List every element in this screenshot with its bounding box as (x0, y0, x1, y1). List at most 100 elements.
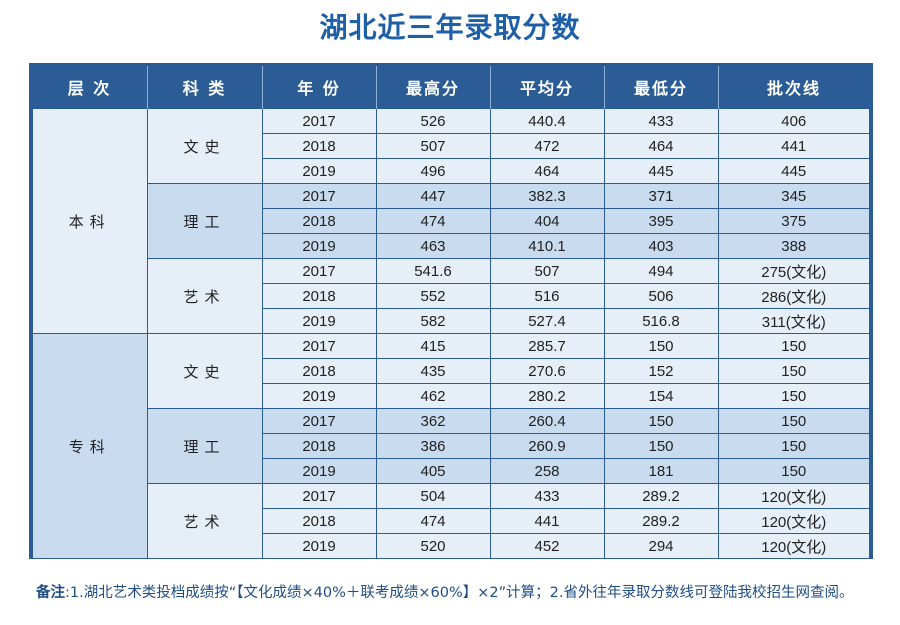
min-score-cell: 506 (603, 283, 719, 309)
year-cell: 2019 (261, 533, 377, 559)
batch-line-cell: 345 (717, 183, 870, 209)
subject-cell: 理工 (146, 183, 263, 259)
year-cell: 2019 (261, 308, 377, 334)
batch-line-cell: 388 (717, 233, 870, 259)
max-score-cell: 362 (375, 408, 491, 434)
table-row: 2018 474 441 289.2 120(文化) (33, 508, 870, 534)
min-score-cell: 445 (603, 158, 719, 184)
table-row: 专科 文史 2017 415 285.7 150 150 (32, 333, 870, 559)
min-score-cell: 433 (603, 108, 719, 134)
batch-line-cell: 120(文化) (717, 483, 870, 509)
year-cell: 2017 (261, 333, 377, 359)
max-score-cell: 474 (375, 208, 491, 234)
table-row: 2019 463 410.1 403 388 (33, 233, 870, 259)
batch-line-cell: 445 (717, 158, 870, 184)
year-cell: 2019 (261, 158, 377, 184)
max-score-cell: 507 (375, 133, 491, 159)
avg-score-cell: 280.2 (489, 383, 605, 409)
batch-line-cell: 150 (717, 433, 870, 459)
page-title: 湖北近三年录取分数 (319, 11, 581, 44)
max-score-cell: 474 (375, 508, 491, 534)
avg-score-cell: 260.9 (489, 433, 605, 459)
avg-score-cell: 452 (489, 533, 605, 559)
batch-line-cell: 275(文化) (717, 258, 870, 284)
year-cell: 2018 (261, 208, 377, 234)
max-score-cell: 520 (375, 533, 491, 559)
min-score-cell: 494 (603, 258, 719, 284)
year-cell: 2019 (261, 233, 377, 259)
min-score-cell: 371 (603, 183, 719, 209)
batch-line-cell: 150 (717, 458, 870, 484)
table-row: 本科 文史 2017 526 440.4 433 406 (32, 108, 870, 334)
batch-line-cell: 120(文化) (717, 533, 870, 559)
year-cell: 2017 (261, 108, 377, 134)
max-score-cell: 415 (375, 333, 491, 359)
avg-score-cell: 260.4 (489, 408, 605, 434)
avg-score-cell: 440.4 (489, 108, 605, 134)
avg-score-cell: 285.7 (489, 333, 605, 359)
batch-line-cell: 120(文化) (717, 508, 870, 534)
table-row: 2019 582 527.4 516.8 311(文化) (33, 308, 870, 334)
table-row: 艺术 2017 541.6 507 494 275(文化) (33, 258, 870, 334)
min-score-cell: 403 (603, 233, 719, 259)
min-score-cell: 294 (603, 533, 719, 559)
subject-cell: 理工 (146, 408, 263, 484)
table-row: 理工 2017 362 260.4 150 150 (33, 408, 870, 484)
header-year: 年 份 (261, 66, 376, 109)
header-level: 层 次 (32, 66, 147, 109)
table-row: 2018 435 270.6 152 150 (33, 358, 870, 384)
year-cell: 2017 (261, 483, 377, 509)
year-cell: 2018 (261, 283, 377, 309)
footnote-label: 备注 (36, 585, 65, 601)
table-body: 本科 文史 2017 526 440.4 433 406 2018 507 472 464 441 20… (32, 108, 870, 559)
avg-score-cell: 516 (489, 283, 605, 309)
table-row: 2018 507 472 464 441 (33, 133, 870, 159)
avg-score-cell: 507 (489, 258, 605, 284)
year-cell: 2017 (261, 258, 377, 284)
avg-score-cell: 433 (489, 483, 605, 509)
avg-score-cell: 270.6 (489, 358, 605, 384)
year-cell: 2019 (261, 383, 377, 409)
min-score-cell: 154 (603, 383, 719, 409)
year-cell: 2017 (261, 183, 377, 209)
min-score-cell: 150 (603, 408, 719, 434)
header-min-score: 最低分 (603, 66, 718, 109)
year-cell: 2018 (261, 433, 377, 459)
year-cell: 2017 (261, 408, 377, 434)
min-score-cell: 289.2 (603, 508, 719, 534)
batch-line-cell: 150 (717, 358, 870, 384)
min-score-cell: 150 (603, 433, 719, 459)
min-score-cell: 150 (603, 333, 719, 359)
admission-score-table: 层 次 科 类 年 份 最高分 平均分 最低分 批次线 本科 文史 2017 526 4… (32, 66, 870, 559)
max-score-cell: 496 (375, 158, 491, 184)
max-score-cell: 435 (375, 358, 491, 384)
table-row: 2019 496 464 445 445 (33, 158, 870, 184)
avg-score-cell: 404 (489, 208, 605, 234)
min-score-cell: 395 (603, 208, 719, 234)
max-score-cell: 462 (375, 383, 491, 409)
footnote: 备注:1.湖北艺术类投档成绩按“【文化成绩×40%＋联考成绩×60%】×2”计算… (36, 583, 876, 603)
avg-score-cell: 441 (489, 508, 605, 534)
avg-score-cell: 464 (489, 158, 605, 184)
max-score-cell: 552 (375, 283, 491, 309)
max-score-cell: 526 (375, 108, 491, 134)
max-score-cell: 447 (375, 183, 491, 209)
table-row: 2018 474 404 395 375 (33, 208, 870, 234)
min-score-cell: 289.2 (603, 483, 719, 509)
subject-cell: 艺术 (146, 258, 263, 334)
header-batch-line: 批次线 (717, 66, 870, 109)
level-cell: 专科 (32, 333, 148, 559)
batch-line-cell: 150 (717, 408, 870, 434)
table-header-row: 层 次 科 类 年 份 最高分 平均分 最低分 批次线 (32, 66, 870, 109)
table-row: 2019 462 280.2 154 150 (33, 383, 870, 409)
batch-line-cell: 150 (717, 333, 870, 359)
year-cell: 2018 (261, 508, 377, 534)
max-score-cell: 386 (375, 433, 491, 459)
subject-cell: 艺术 (146, 483, 263, 559)
min-score-cell: 516.8 (603, 308, 719, 334)
header-avg-score: 平均分 (489, 66, 604, 109)
year-cell: 2018 (261, 133, 377, 159)
max-score-cell: 504 (375, 483, 491, 509)
year-cell: 2018 (261, 358, 377, 384)
footnote-text: :1.湖北艺术类投档成绩按“【文化成绩×40%＋联考成绩×60%】×2”计算；2… (65, 585, 854, 601)
